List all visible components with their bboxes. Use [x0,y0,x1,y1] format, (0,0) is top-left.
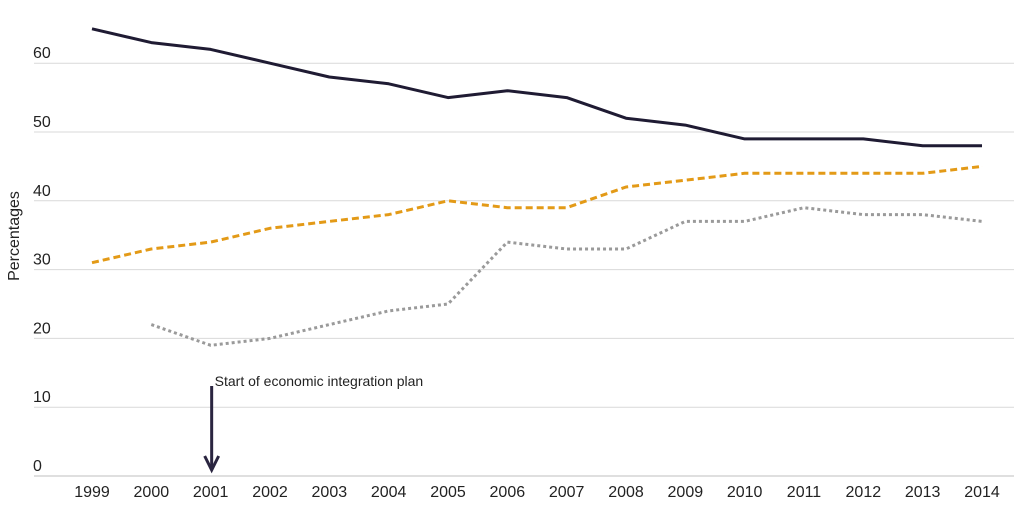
y-tick-label: 30 [33,252,51,269]
y-tick-label: 0 [33,458,42,475]
x-axis-ticks: 1999 2000 2001 2002 2003 2004 2005 2006 2007 2008… [74,484,1000,501]
y-tick-label: 40 [33,183,51,200]
x-tick-label: 2010 [727,484,763,501]
x-tick-label: 2002 [252,484,288,501]
x-tick-label: 2012 [846,484,882,501]
y-tick-label: 20 [33,320,51,337]
y-axis-ticks: 0 10 20 30 40 50 60 [33,45,51,475]
y-tick-label: 50 [33,114,51,131]
series-line-2 [91,164,983,265]
x-tick-label: 2009 [668,484,704,501]
x-tick-label: 2006 [490,484,526,501]
y-tick-label: 60 [33,45,51,62]
grid-lines [34,62,1014,477]
x-tick-label: 2000 [134,484,170,501]
x-tick-label: 1999 [74,484,110,501]
x-tick-label: 2001 [193,484,229,501]
annotation: Start of economic integration plan [203,373,424,474]
series-line-1 [91,27,982,148]
x-tick-label: 2003 [312,484,348,501]
x-tick-label: 2008 [608,484,644,501]
annotation-label: Start of economic integration plan [215,373,424,389]
x-tick-label: 2014 [964,484,1000,501]
y-tick-label: 10 [33,389,51,406]
x-tick-label: 2011 [787,484,822,501]
x-tick-label: 2004 [371,484,407,501]
data-series [91,27,983,347]
y-axis-label: Percentages [6,191,23,281]
annotation-arrow-head-icon [203,455,221,474]
series-line-3 [150,206,983,347]
x-tick-label: 2005 [430,484,466,501]
x-tick-label: 2007 [549,484,585,501]
x-tick-label: 2013 [905,484,941,501]
